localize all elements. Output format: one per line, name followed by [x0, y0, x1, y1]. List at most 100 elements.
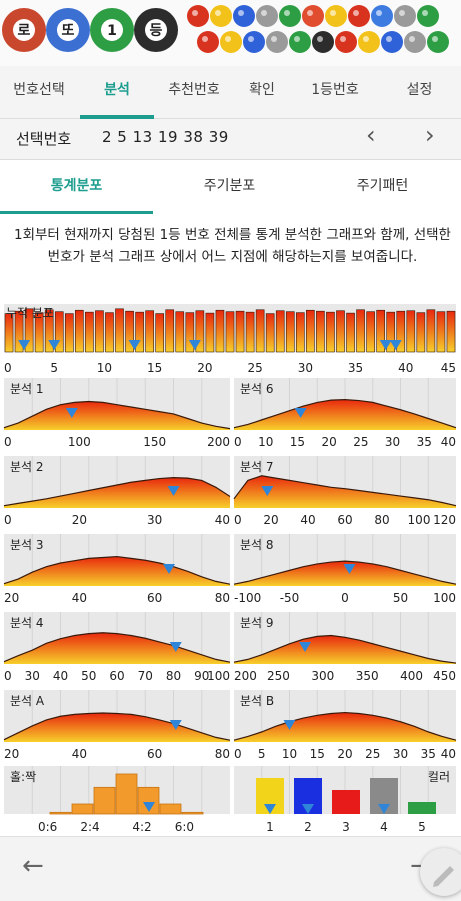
banner-small-ball: [312, 31, 334, 53]
tick-label: 4:2: [132, 820, 151, 834]
menu-item-recommend[interactable]: 추천번호: [168, 82, 220, 98]
analysis-subtabs: 통계분포 주기분포 주기패턴: [0, 160, 461, 214]
tick-label: 20: [263, 513, 278, 527]
next-icon[interactable]: ›: [425, 121, 435, 149]
area-outline: [233, 711, 457, 741]
tick-label: 25: [247, 361, 262, 375]
banner-ball-label: 1: [107, 23, 117, 39]
selected-numbers-bar: 선택번호 2 5 13 19 38 39 ‹ ›: [0, 119, 461, 160]
area-fill: [234, 475, 456, 508]
tick-label: 10: [258, 435, 273, 449]
tick-label: 0: [4, 513, 12, 527]
banner-small-ball-shine: [409, 36, 415, 42]
tick-label: 40: [441, 435, 456, 449]
cumulative-bar: [54, 311, 64, 353]
cumulative-bar: [44, 309, 54, 353]
tick-label: 30: [298, 361, 313, 375]
tick-label: 25: [365, 747, 380, 761]
chart-title: 분석 4: [10, 616, 44, 630]
back-arrow-icon[interactable]: ←: [22, 851, 44, 881]
pencil-icon: [433, 866, 454, 887]
tick-label: 120: [433, 513, 456, 527]
chart-title: 분석 2: [10, 460, 44, 474]
lotto-balls-logo: 로 또 1 등: [2, 5, 449, 53]
odd-even-bar: [181, 811, 204, 815]
banner-small-ball-shine: [261, 10, 267, 16]
chart-title: 분석 3: [10, 538, 44, 552]
cumulative-bar: [195, 310, 205, 353]
color-bar: [332, 790, 360, 814]
cumulative-bar: [215, 309, 225, 353]
tick-label: 40: [72, 747, 87, 761]
menu-item-check[interactable]: 확인: [249, 82, 275, 98]
banner-small-ball: [417, 5, 439, 27]
tick-label: 5: [50, 361, 58, 375]
tick-label: 0: [4, 361, 12, 375]
tab-period-pattern[interactable]: 주기패턴: [356, 178, 409, 194]
tick-label: 10: [282, 747, 297, 761]
banner-small-ball-shine: [238, 10, 244, 16]
area-fill: [4, 632, 230, 664]
tick-label: -100: [234, 591, 261, 605]
cumulative-bar: [125, 310, 134, 353]
selected-number-marker: [188, 340, 201, 350]
area-fill: [234, 399, 456, 430]
cumulative-bar: [175, 311, 185, 353]
banner-small-ball: [358, 31, 380, 53]
tick-label: 300: [311, 669, 334, 683]
banner-ball-label: 등: [150, 23, 163, 39]
selected-number-marker: [18, 340, 31, 350]
menu-active-indicator: [80, 115, 154, 119]
banner-small-ball-shine: [376, 10, 382, 16]
tick-label: 15: [147, 361, 162, 375]
edit-fab[interactable]: [420, 848, 461, 896]
tab-statistics-distribution[interactable]: 통계분포: [50, 178, 103, 194]
cumulative-bar: [105, 312, 114, 353]
cumulative-bar: [386, 311, 396, 353]
tick-label: 20: [322, 435, 337, 449]
cumulative-bar: [24, 308, 34, 353]
cumulative-bar: [306, 309, 315, 353]
tick-label: 100: [68, 435, 91, 449]
tick-label: 4: [380, 820, 388, 834]
selected-number-marker: [128, 340, 141, 350]
selected-number-marker: [379, 340, 392, 350]
prev-icon[interactable]: ‹: [366, 121, 376, 149]
cumulative-bar: [316, 310, 325, 353]
tick-label: 100: [433, 591, 456, 605]
cumulative-bar: [426, 309, 436, 353]
banner-small-ball-shine: [202, 36, 208, 42]
selected-numbers-label: 선택번호: [16, 130, 72, 148]
banner-small-ball-shine: [353, 10, 359, 16]
tick-label: 10: [97, 361, 112, 375]
banner-small-ball-shine: [225, 36, 231, 42]
menu-item-analysis[interactable]: 분석: [104, 82, 130, 98]
tick-label: 5: [418, 820, 426, 834]
tick-label: 80: [215, 747, 230, 761]
selected-number-marker: [302, 804, 314, 814]
tick-label: 100: [207, 669, 230, 683]
tick-label: 350: [356, 669, 379, 683]
tick-label: 80: [166, 669, 181, 683]
area-fill: [4, 401, 230, 430]
tick-label: 15: [310, 747, 325, 761]
tick-label: -50: [280, 591, 300, 605]
tick-label: 60: [147, 591, 162, 605]
banner-small-ball: [404, 31, 426, 53]
chart-title: 분석 1: [10, 382, 44, 396]
area-outline: [3, 555, 231, 585]
menu-item-first-prize[interactable]: 1등번호: [311, 82, 359, 98]
menu-item-settings[interactable]: 설정: [406, 82, 433, 98]
menu-item-select-numbers[interactable]: 번호선택: [13, 82, 65, 98]
banner-small-ball-shine: [271, 36, 277, 42]
tick-label: 90: [194, 669, 209, 683]
area-outline: [3, 632, 231, 663]
banner-small-ball-shine: [422, 10, 428, 16]
cumulative-bar: [346, 312, 355, 353]
tick-label: 40: [53, 669, 68, 683]
tab-period-distribution[interactable]: 주기분포: [203, 178, 256, 194]
banner-small-ball: [348, 5, 370, 27]
banner-small-ball: [289, 31, 311, 53]
cumulative-bar: [446, 310, 456, 353]
